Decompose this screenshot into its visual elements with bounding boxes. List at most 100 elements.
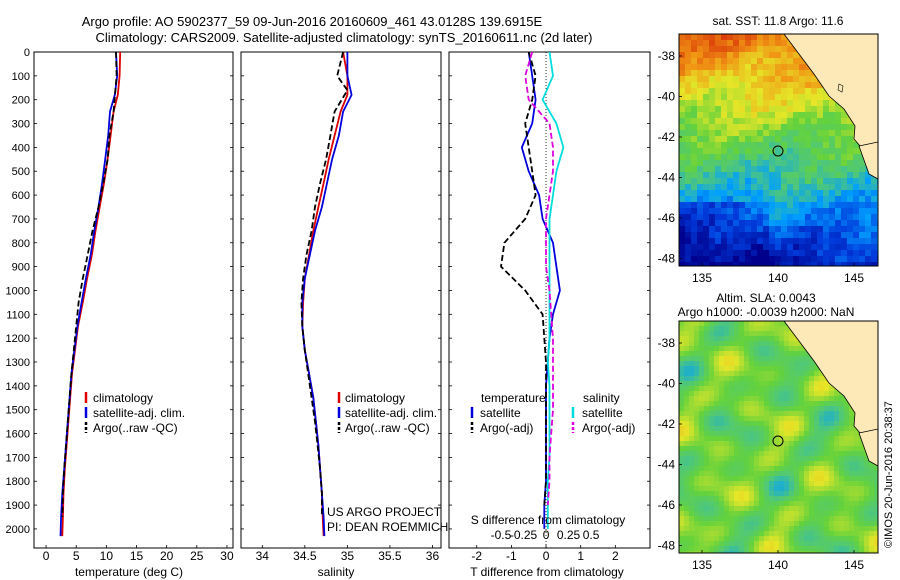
sst-pixel — [685, 172, 691, 178]
sla-pixel — [844, 536, 849, 541]
sla-pixel — [679, 366, 684, 371]
sst-pixel — [721, 160, 727, 166]
sla-pixel — [784, 371, 789, 376]
sst-pixel — [823, 226, 829, 232]
sla-pixel — [844, 516, 849, 521]
sla-pixel — [684, 346, 689, 351]
sla-pixel — [819, 491, 824, 496]
sla-pixel — [789, 396, 794, 401]
sla-pixel — [704, 491, 709, 496]
sla-pixel — [724, 476, 729, 481]
sst-pixel — [853, 262, 859, 266]
sst-pixel — [811, 166, 817, 172]
sla-pixel — [794, 501, 799, 506]
sst-pixel — [853, 184, 859, 190]
sst-pixel — [853, 244, 859, 250]
sst-pixel — [709, 112, 715, 118]
sla-pixel — [864, 521, 869, 526]
sla-pixel — [829, 481, 834, 486]
sst-pixel — [865, 226, 871, 232]
sst-pixel — [793, 82, 799, 88]
sla-pixel — [784, 511, 789, 516]
sla-pixel — [709, 466, 714, 471]
sla-pixel — [749, 456, 754, 461]
sla-pixel — [814, 411, 819, 416]
sla-pixel — [724, 396, 729, 401]
depth-tick-label: 1000 — [6, 285, 30, 297]
sla-pixel — [859, 531, 864, 536]
sst-pixel — [841, 208, 847, 214]
sla-pixel — [839, 536, 844, 541]
sst-pixel — [727, 130, 733, 136]
sla-pixel — [814, 381, 819, 386]
sla-pixel — [719, 501, 724, 506]
sst-pixel — [733, 154, 739, 160]
sla-pixel — [839, 476, 844, 481]
sla-pixel — [724, 506, 729, 511]
x-tick-label: 35.5 — [378, 549, 402, 563]
sla-pixel — [744, 321, 749, 326]
sla-pixel — [714, 451, 719, 456]
sst-pixel — [709, 214, 715, 220]
sla-pixel — [824, 381, 829, 386]
sla-pixel — [859, 461, 864, 466]
sla-pixel — [709, 371, 714, 376]
sla-pixel — [764, 486, 769, 491]
sst-pixel — [763, 148, 769, 154]
sla-pixel — [699, 456, 704, 461]
sst-pixel — [769, 184, 775, 190]
sla-pixel — [824, 451, 829, 456]
sst-pixel — [715, 160, 721, 166]
sla-pixel — [734, 381, 739, 386]
sla-pixel — [724, 441, 729, 446]
sst-pixel — [697, 154, 703, 160]
sst-pixel — [787, 52, 793, 58]
sla-pixel — [724, 406, 729, 411]
sst-pixel — [775, 154, 781, 160]
sst-pixel — [721, 34, 727, 40]
x-tick-label: -1 — [506, 549, 517, 563]
sst-pixel — [853, 196, 859, 202]
sst-pixel — [871, 226, 877, 232]
sst-pixel — [751, 148, 757, 154]
sst-pixel — [811, 94, 817, 100]
sla-pixel — [729, 441, 734, 446]
sst-pixel — [805, 70, 811, 76]
sst-pixel — [775, 214, 781, 220]
sla-pixel — [769, 546, 774, 551]
sst-pixel — [775, 100, 781, 106]
sst-pixel — [847, 142, 853, 148]
sla-pixel — [829, 386, 834, 391]
sla-pixel — [849, 496, 854, 501]
sst-pixel — [745, 178, 751, 184]
sla-pixel — [759, 326, 764, 331]
sla-pixel — [694, 531, 699, 536]
sla-pixel — [819, 421, 824, 426]
sla-pixel — [694, 471, 699, 476]
sla-pixel — [859, 451, 864, 456]
sla-pixel — [749, 461, 754, 466]
sla-pixel — [819, 401, 824, 406]
sst-pixel — [859, 172, 865, 178]
sst-pixel — [757, 88, 763, 94]
sla-pixel — [754, 496, 759, 501]
map-y-tick-label: -38 — [658, 49, 676, 63]
sst-pixel — [829, 190, 835, 196]
sst-pixel — [751, 262, 757, 266]
sla-pixel — [844, 426, 849, 431]
sst-pixel — [793, 64, 799, 70]
sst-pixel — [745, 262, 751, 266]
sla-pixel — [719, 491, 724, 496]
sst-pixel — [781, 52, 787, 58]
sst-pixel — [691, 88, 697, 94]
sla-pixel — [689, 401, 694, 406]
sla-pixel — [719, 486, 724, 491]
sst-pixel — [721, 52, 727, 58]
sla-pixel — [839, 466, 844, 471]
sla-pixel — [699, 411, 704, 416]
sst-pixel — [703, 70, 709, 76]
sla-pixel — [679, 436, 684, 441]
sst-pixel — [781, 166, 787, 172]
sla-pixel — [689, 336, 694, 341]
sla-pixel — [684, 336, 689, 341]
